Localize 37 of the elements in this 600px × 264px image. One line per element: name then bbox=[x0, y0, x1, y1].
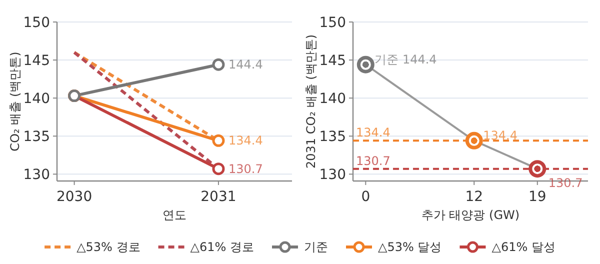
data-label: 134.4 bbox=[483, 128, 518, 143]
point bbox=[465, 132, 483, 150]
legend-label: △53% 경로 bbox=[76, 240, 140, 254]
y-tick-label: 140 bbox=[23, 91, 50, 108]
point bbox=[212, 134, 225, 147]
ref-line-label: 134.4 bbox=[356, 126, 390, 140]
x-tick-label: 0 bbox=[361, 189, 370, 205]
y-tick-label: 150 bbox=[319, 15, 346, 31]
legend-label: △61% 달성 bbox=[492, 240, 556, 254]
data-label: 144.4 bbox=[228, 58, 263, 72]
y-axis-title: CO₂ 배출 (백만톤) bbox=[8, 52, 22, 152]
x-axis-title: 연도 bbox=[162, 208, 186, 222]
ref-line-label: 130.7 bbox=[356, 154, 390, 168]
data-label: 134.4 bbox=[228, 134, 263, 148]
y-tick-label: 135 bbox=[319, 129, 346, 146]
point bbox=[212, 58, 225, 71]
data-label: 기준 144.4 bbox=[374, 52, 437, 67]
x-tick-label: 2030 bbox=[56, 189, 92, 205]
x-axis-title: 추가 태양광 (GW) bbox=[421, 208, 520, 222]
x-tick-label: 19 bbox=[528, 189, 546, 205]
y-tick-label: 145 bbox=[319, 53, 346, 70]
point bbox=[212, 162, 225, 176]
legend-label: △53% 달성 bbox=[378, 240, 442, 254]
y-axis-title: 2031 CO₂ 배출 (백만톤) bbox=[304, 34, 318, 168]
y-tick-label: 130 bbox=[319, 167, 346, 184]
y-tick-label: 145 bbox=[23, 53, 50, 70]
legend-label: △61% 경로 bbox=[190, 240, 254, 254]
y-tick-label: 135 bbox=[23, 129, 50, 146]
x-tick-label: 2031 bbox=[200, 189, 236, 205]
data-label: 130.7 bbox=[228, 162, 263, 176]
point bbox=[356, 56, 374, 74]
point bbox=[528, 160, 546, 178]
y-tick-label: 150 bbox=[23, 15, 50, 31]
x-tick-label: 12 bbox=[465, 189, 484, 205]
legend-label: 기준 bbox=[304, 240, 328, 254]
y-tick-label: 130 bbox=[23, 167, 50, 184]
y-tick-label: 140 bbox=[319, 91, 346, 108]
